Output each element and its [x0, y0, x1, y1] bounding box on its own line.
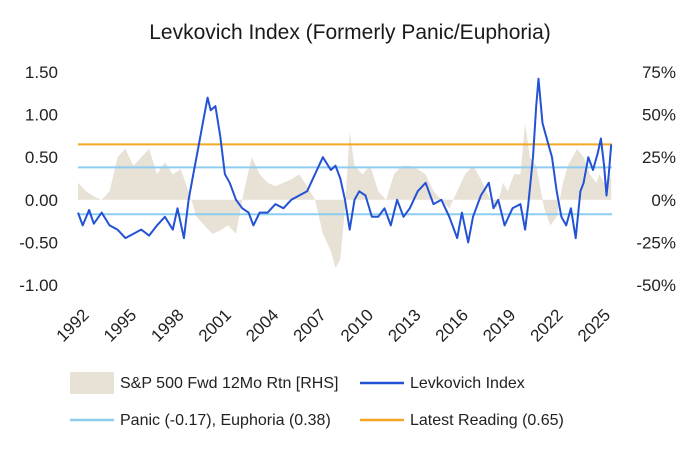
y-right-tick-label: 0% [651, 191, 676, 210]
y-left-tick-label: 1.00 [25, 106, 58, 125]
y-right-tick-label: 50% [642, 106, 676, 125]
y-left-tick-label: 1.50 [25, 63, 58, 82]
x-tick-label: 2013 [384, 305, 424, 345]
sp500-fwd-return-area [78, 123, 612, 268]
x-tick-label: 2025 [574, 305, 614, 345]
legend-label: Latest Reading (0.65) [410, 412, 564, 429]
y-right-tick-label: -25% [636, 233, 676, 252]
legend-label: Panic (-0.17), Euphoria (0.38) [120, 412, 331, 429]
y-right-tick-label: -50% [636, 276, 676, 295]
x-tick-label: 2022 [527, 305, 567, 345]
x-tick-label: 1998 [147, 305, 187, 345]
y-left-tick-label: 0.50 [25, 148, 58, 167]
y-left-tick-label: -1.00 [19, 276, 58, 295]
x-axis: 1992 1995 1998 2001 2004 2007 2010 2013 2016 2019… [53, 305, 615, 345]
area-layer [78, 123, 612, 268]
y-right-tick-label: 25% [642, 148, 676, 167]
chart-title: Levkovich Index (Formerly Panic/Euphoria… [149, 21, 551, 44]
x-tick-label: 2007 [290, 305, 330, 345]
x-tick-label: 2004 [242, 305, 282, 345]
y-right-tick-label: 75% [642, 63, 676, 82]
x-tick-label: 2019 [479, 305, 519, 345]
y-right-axis: 75% 50% 25% 0% -25% -50% [636, 63, 676, 295]
y-left-axis: 1.50 1.00 0.50 0.00 -0.50 -1.00 [19, 63, 58, 295]
x-tick-label: 2016 [432, 305, 472, 345]
legend-label: Levkovich Index [410, 375, 525, 392]
x-tick-label: 1995 [100, 305, 140, 345]
legend: S&P 500 Fwd 12Mo Rtn [RHS] Levkovich Inde… [70, 372, 564, 429]
levkovich-index-line [77, 77, 613, 244]
legend-swatch [70, 372, 114, 394]
x-tick-label: 1992 [53, 305, 93, 345]
y-left-tick-label: 0.00 [25, 191, 58, 210]
x-tick-label: 2010 [337, 305, 377, 345]
x-tick-label: 2001 [195, 305, 235, 345]
line-layer [77, 77, 613, 244]
y-left-tick-label: -0.50 [19, 233, 58, 252]
legend-label: S&P 500 Fwd 12Mo Rtn [RHS] [120, 375, 338, 392]
